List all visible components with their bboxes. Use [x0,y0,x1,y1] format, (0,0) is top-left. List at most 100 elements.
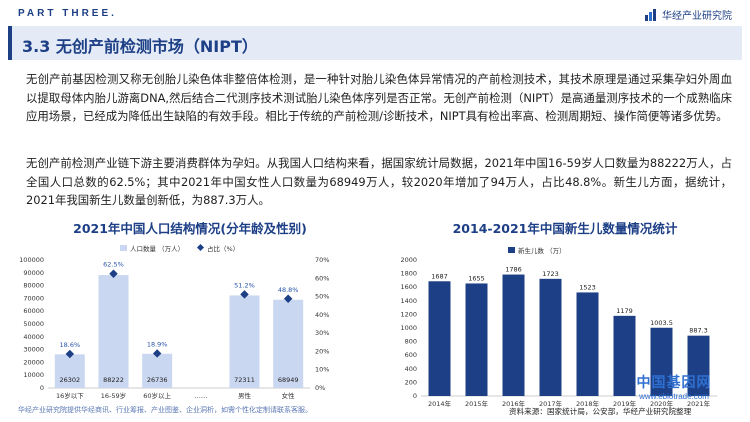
x-tick-label: 2017年 [539,399,563,408]
footer-note: 华经产业研究院提供华经商讯、行业筹报、产业图鉴、企业洞析，如需个性化定制请联系客… [18,406,312,414]
y-tick-label: 0 [413,392,417,400]
x-tick-label: 2020年 [650,399,674,408]
percent-marker [283,294,293,304]
legend-newborn-label: 新生儿数 （万） [518,246,566,255]
y2-tick-label: 30% [315,329,329,337]
percent-value-label: 62.5% [103,261,124,269]
x-tick-label: 2014年 [428,399,452,408]
brand-name: 华经产业研究院 [662,11,732,22]
newborn-bar [428,281,451,396]
legend-percent-label: 占比（%） [207,244,239,253]
paragraph-population: 无创产前检测产业链下游主要消费群体为孕妇。从我国人口结构来看，据国家统计局数据，… [26,156,732,207]
newborn-value-label: 1179 [616,307,633,315]
y-tick-label: 60000 [23,307,44,315]
watermark-title: 中国基因网 [636,374,712,391]
y-tick-label: 1200 [400,310,417,318]
newborn-bar [613,315,636,396]
newborn-bar [539,278,562,396]
y-tick-label: 1400 [400,297,417,305]
y-tick-label: 2000 [400,256,417,264]
y-tick-label: 50000 [23,320,44,328]
y2-tick-label: 70% [315,256,329,264]
newborn-chart-title: 2014-2021年中国新生儿数量情况统计 [452,221,678,236]
y-tick-label: 800 [405,338,417,346]
percent-value-label: 18.6% [60,341,81,349]
x-tick-label: 2015年 [465,399,489,408]
x-tick-label: 2016年 [502,399,526,408]
x-tick-label: 16岁以下 [56,391,84,400]
percent-value-label: 51.2% [234,281,255,289]
y2-tick-label: 60% [315,274,329,282]
y-tick-label: 0 [40,384,44,392]
newborn-bar [576,292,599,396]
newborn-value-label: 1523 [579,283,596,291]
y2-tick-label: 10% [315,366,329,374]
y-tick-label: 400 [405,365,417,373]
percent-value-label: 48.8% [278,286,299,294]
population-value-label: 26736 [147,376,168,384]
population-bar [229,295,260,388]
newborn-value-label: 1655 [468,274,485,282]
newborn-value-label: 1786 [505,266,522,274]
y-tick-label: 600 [405,351,417,359]
population-chart-title: 2021年中国人口结构情况(分年龄及性别) [73,221,307,236]
newborn-value-label: 1687 [431,272,448,280]
y-tick-label: 20000 [23,358,44,366]
population-bar [273,299,304,388]
x-tick-label: 60岁以上 [143,391,171,400]
x-tick-label: …… [194,392,207,400]
y-tick-label: 200 [405,378,417,386]
data-source: 资料来源：国家统计局，公安部，华经产业研究院整理 [509,407,692,416]
x-tick-label: 2018年 [576,399,600,408]
brand: 华经产业研究院 [645,7,732,22]
percent-value-label: 18.9% [147,340,168,348]
y-tick-label: 40000 [23,333,44,341]
newborn-bar [502,274,525,396]
brand-logo-icon [645,8,657,21]
population-bar [98,275,129,388]
newborn-value-label: 1003.5 [650,319,673,327]
legend-population-label: 人口数量 （万人） [130,244,184,253]
x-tick-label: 2021年 [687,399,711,408]
population-value-label: 72311 [234,376,255,384]
population-value-label: 68949 [278,376,299,384]
population-bar [54,354,85,388]
y-tick-label: 80000 [23,282,44,290]
newborn-value-label: 887.3 [689,327,708,335]
watermark-url: www.ebiotrade.com [639,391,709,401]
y2-tick-label: 0% [315,384,325,392]
y-tick-label: 90000 [23,269,44,277]
section-title: 3.3 无创产前检测市场（NIPT） [22,37,258,56]
population-bar [142,353,173,388]
y2-tick-label: 20% [315,347,329,355]
y-tick-label: 30000 [23,346,44,354]
section-title-bar: 3.3 无创产前检测市场（NIPT） [8,26,742,60]
x-tick-label: 16-59岁 [101,391,126,400]
legend-bar-swatch [508,247,515,253]
percent-marker [152,349,162,358]
newborn-bar [687,335,710,396]
y-tick-label: 10000 [23,371,44,379]
y-tick-label: 1600 [400,283,417,291]
y2-tick-label: 40% [315,311,329,319]
newborn-bar [650,327,673,396]
paragraph-intro: 无创产前基因检测又称无创胎儿染色体非整倍体检测，是一种针对胎儿染色体异常情况的产… [26,72,732,123]
percent-marker [65,349,75,359]
x-tick-label: 女性 [282,391,296,400]
y-tick-label: 1000 [400,324,417,332]
y-tick-label: 1800 [400,270,417,278]
y-tick-label: 70000 [23,294,44,302]
population-value-label: 88222 [103,376,124,384]
section-label: PART THREE. [18,8,117,19]
legend-bar-swatch [120,245,127,251]
y-tick-label: 100000 [19,256,44,264]
population-chart: 0 10000 20000 30000 40000 50000 60000 70000 8000… [19,243,329,400]
newborn-value-label: 1723 [542,270,559,278]
watermark-logo: 中国基因网 www.ebiotrade.com [610,366,738,406]
population-value-label: 26302 [59,376,80,384]
legend-marker-swatch [196,243,205,252]
newborn-bar [465,283,488,396]
x-tick-label: 2019年 [613,399,637,408]
y2-tick-label: 50% [315,293,329,301]
newborn-chart: 0 200 400 600 800 1000 1200 1400 1600 1800 2000 168… [400,246,717,408]
